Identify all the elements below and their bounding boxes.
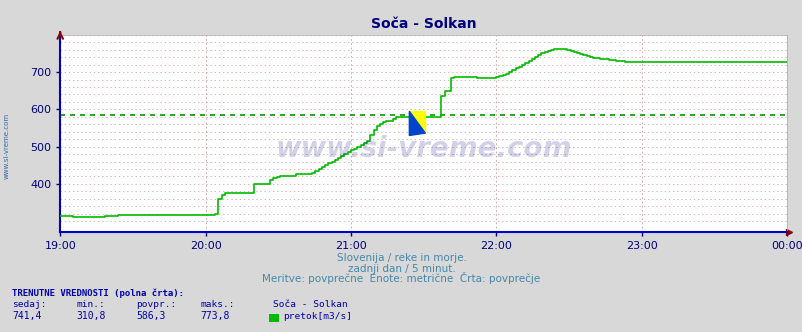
Text: 773,8: 773,8 xyxy=(200,311,230,321)
Text: povpr.:: povpr.: xyxy=(136,300,176,309)
Text: min.:: min.: xyxy=(76,300,105,309)
Text: zadnji dan / 5 minut.: zadnji dan / 5 minut. xyxy=(347,264,455,274)
Text: www.si-vreme.com: www.si-vreme.com xyxy=(275,135,571,163)
Text: Slovenija / reke in morje.: Slovenija / reke in morje. xyxy=(336,253,466,263)
Text: Meritve: povprečne  Enote: metrične  Črta: povprečje: Meritve: povprečne Enote: metrične Črta:… xyxy=(262,272,540,284)
Text: maks.:: maks.: xyxy=(200,300,235,309)
Text: pretok[m3/s]: pretok[m3/s] xyxy=(283,312,352,321)
Text: 741,4: 741,4 xyxy=(12,311,42,321)
Text: www.si-vreme.com: www.si-vreme.com xyxy=(3,113,10,179)
Text: 310,8: 310,8 xyxy=(76,311,106,321)
Text: 586,3: 586,3 xyxy=(136,311,166,321)
Polygon shape xyxy=(409,111,425,135)
Text: TRENUTNE VREDNOSTI (polna črta):: TRENUTNE VREDNOSTI (polna črta): xyxy=(12,289,184,298)
Title: Soča - Solkan: Soča - Solkan xyxy=(371,17,476,31)
Polygon shape xyxy=(409,111,425,133)
Text: sedaj:: sedaj: xyxy=(12,300,47,309)
Text: Soča - Solkan: Soča - Solkan xyxy=(273,300,347,309)
